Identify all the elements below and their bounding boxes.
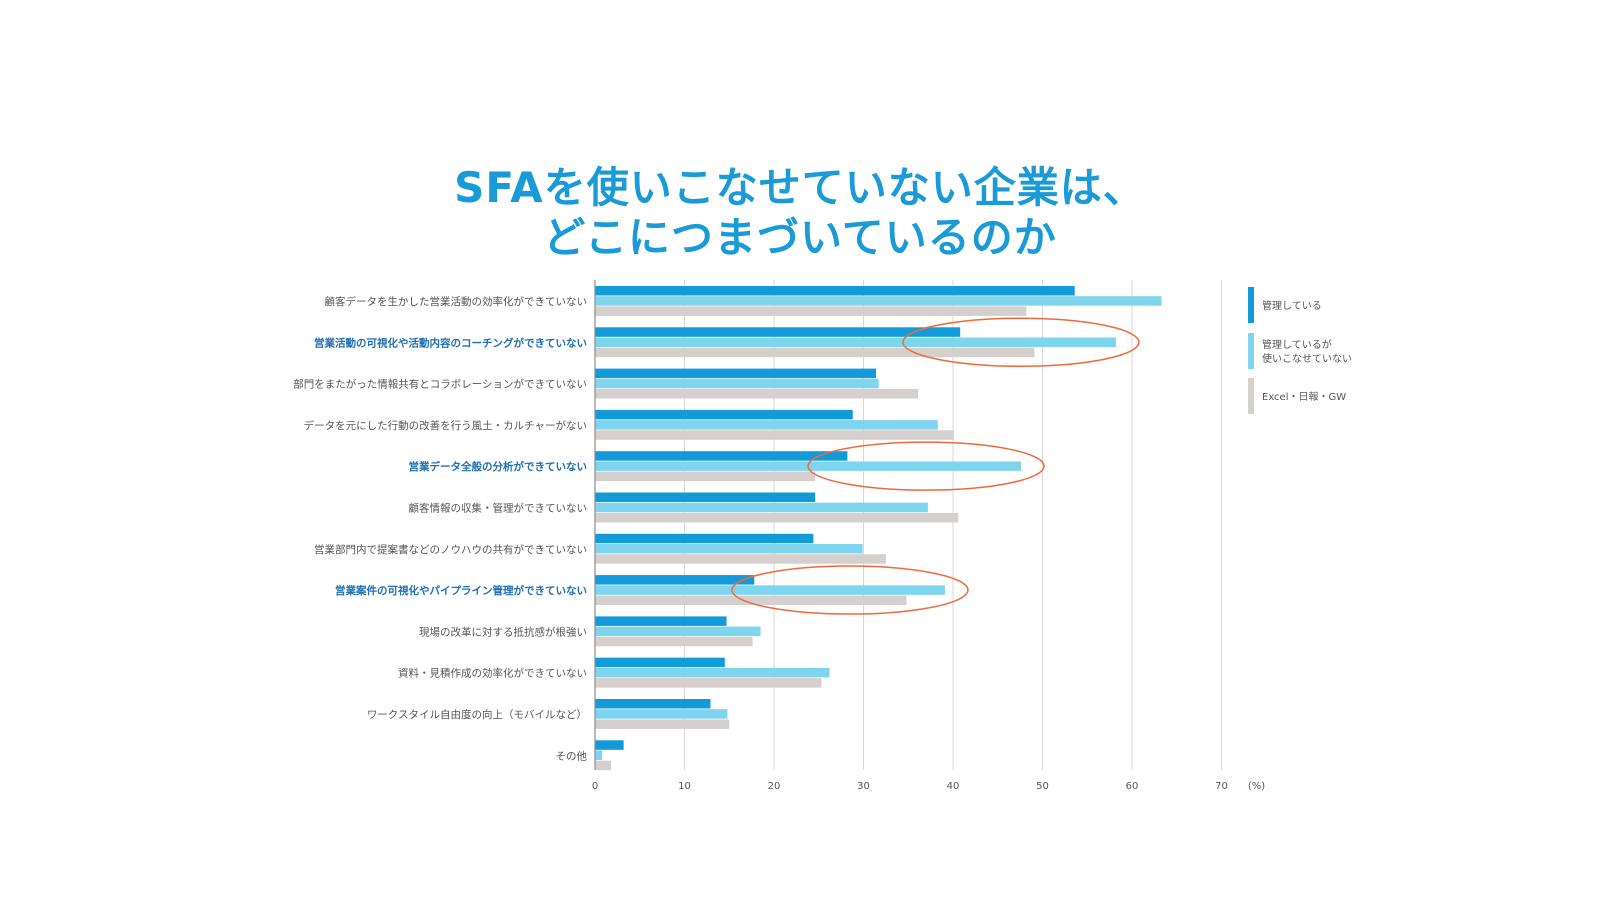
bar [595,719,730,729]
chart-title-line-2: どこにつまづいているのか [543,213,1057,262]
bar [595,709,728,719]
chart-title-line-1: SFAを使いこなせていない企業は、 [454,163,1146,212]
category-label: 資料・見積作成の効率化ができていない [398,667,587,680]
legend-label: 管理している [1262,299,1322,312]
category-label: 現場の改革に対する抵抗感が根強い [419,625,587,638]
legend-swatch [1248,287,1254,323]
bar [595,667,830,678]
bar [595,616,727,626]
bar [595,296,1162,306]
category-label: 部門をまたがった情報共有とコラボレーションができていない [293,378,587,391]
bar [595,533,814,544]
highlight-ellipse [902,317,1140,367]
bar [595,750,603,760]
legend-swatch [1248,333,1254,369]
bar [595,760,612,771]
bar [595,337,1116,347]
bar [595,409,853,420]
bar [595,389,919,399]
bar [595,699,711,709]
bar [595,502,928,513]
x-tick-label: 40 [947,781,960,792]
bar [595,378,879,389]
bar [595,544,863,554]
highlight-ellipse [731,565,969,615]
x-tick-label: 70 [1215,781,1228,792]
bar [595,471,816,482]
bar [595,347,1035,358]
bar [595,492,816,502]
bar [595,554,886,564]
bar [595,512,959,523]
bar [595,368,877,379]
category-label: ワークスタイル自由度の向上（モバイルなど） [367,708,587,721]
highlight-ellipse [807,441,1045,491]
bar [595,575,755,585]
bar [595,636,753,647]
category-label: 営業活動の可視化や活動内容のコーチングができていない [314,336,587,349]
x-tick-label: 0 [592,781,598,792]
legend-label: 使いこなせていない [1262,352,1352,365]
legend-label: Excel・日報・GW [1262,391,1346,403]
bar [595,286,1075,296]
bar [595,657,725,668]
x-tick-label: 60 [1126,781,1139,792]
bar [595,420,938,430]
bar [595,678,822,688]
bar [595,327,961,337]
category-label: 顧客情報の収集・管理ができていない [409,501,588,514]
category-label: 営業部門内で提案書などのノウハウの共有ができていない [314,543,587,556]
bar [595,626,761,637]
category-label: 営業データ全般の分析ができていない [409,460,588,473]
legend-swatch [1248,378,1254,414]
category-label: データを元にした行動の改善を行う風土・カルチャーがない [304,419,587,432]
x-tick-label: 30 [857,781,870,792]
bar [595,451,848,461]
bar [595,585,945,595]
category-label: その他 [556,749,588,762]
x-unit-label: (%) [1248,781,1265,792]
bar [595,740,624,750]
category-label: 顧客データを生かした営業活動の効率化ができていない [325,295,588,308]
bar [595,306,1027,316]
legend-label: 管理しているが [1262,338,1332,351]
category-label: 営業案件の可視化やパイプライン管理ができていない [335,584,587,597]
x-tick-label: 20 [768,781,781,792]
bar [595,430,954,440]
x-tick-label: 10 [678,781,691,792]
x-tick-label: 50 [1036,781,1049,792]
bar [595,595,907,605]
